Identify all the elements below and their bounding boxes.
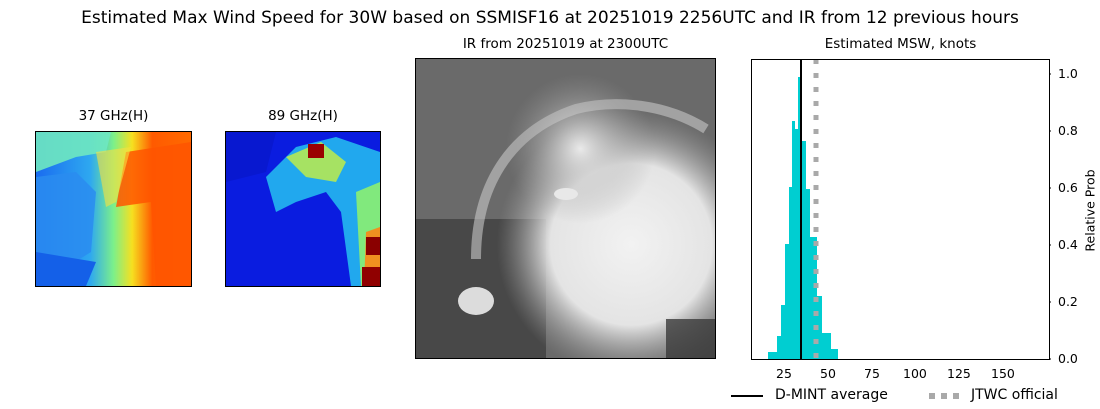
ytick-0.8: 0.8 — [1058, 123, 1078, 138]
legend-jtwc-label: JTWC official — [971, 387, 1058, 403]
p37-image — [35, 131, 192, 287]
xtick-150: 150 — [991, 366, 1015, 381]
xtick-50: 50 — [820, 366, 836, 381]
histogram-plot — [751, 59, 1051, 360]
xtick-125: 125 — [947, 366, 971, 381]
ir-title: IR from 20251019 at 2300UTC — [462, 36, 669, 52]
histogram-bars — [768, 77, 838, 359]
hist-title: Estimated MSW, knots — [824, 36, 977, 52]
ytick-0.2: 0.2 — [1058, 294, 1078, 309]
ytick-0.4: 0.4 — [1058, 237, 1078, 252]
ytick-0.6: 0.6 — [1058, 180, 1078, 195]
xtick-100: 100 — [903, 366, 927, 381]
legend-dmint-swatch — [731, 395, 763, 397]
ytick-1.0: 1.0 — [1058, 66, 1078, 81]
legend-dmint-label: D-MINT average — [775, 387, 888, 403]
xtick-25: 25 — [776, 366, 792, 381]
xtick-75: 75 — [864, 366, 880, 381]
legend-jtwc-swatch — [929, 393, 961, 399]
p37-title: 37 GHz(H) — [78, 108, 149, 124]
p89-image — [225, 131, 381, 287]
ylabel: Relative Prob — [1082, 169, 1098, 252]
ytick-0.0: 0.0 — [1058, 351, 1078, 366]
figure-title: Estimated Max Wind Speed for 30W based o… — [81, 8, 1019, 28]
p89-title: 89 GHz(H) — [268, 108, 338, 124]
ir-image — [415, 58, 716, 359]
